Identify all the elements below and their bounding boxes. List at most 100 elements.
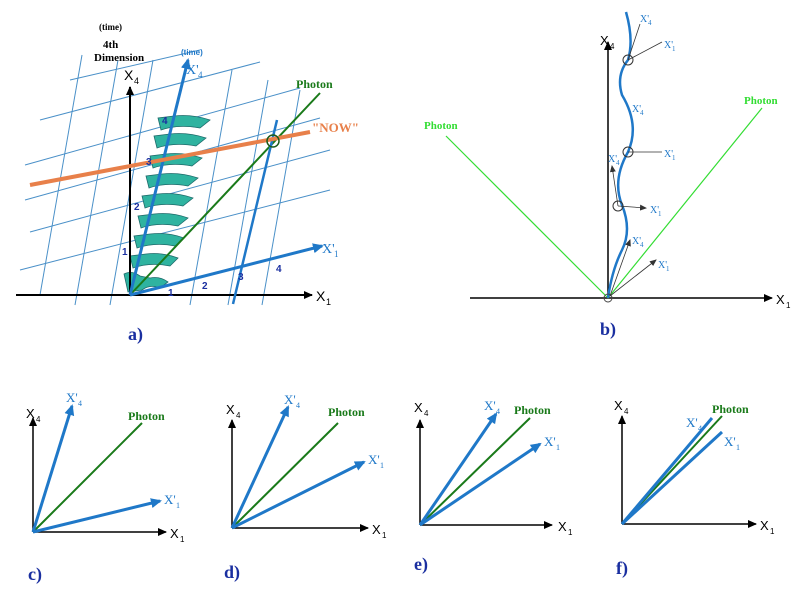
x1-label-b: X 1: [776, 292, 791, 310]
x1p-label-main: X': [322, 242, 335, 257]
x4p-label-f: X': [686, 415, 698, 430]
photon-label-d: Photon: [328, 405, 365, 419]
x4-prime-translated: [231, 119, 279, 305]
x1-label-a: X 1: [316, 288, 331, 307]
x1p-label-c: X': [164, 492, 176, 507]
photon-right-label: Photon: [744, 95, 778, 107]
x4-label-f: X: [614, 398, 623, 413]
photon-line-c: [32, 422, 143, 533]
frame-b2-x4p: X': [608, 154, 617, 165]
x1-label-d: X: [372, 522, 381, 537]
frame-b4-x1p: X': [664, 40, 673, 51]
photon-left-label: Photon: [424, 120, 458, 132]
photon-line-d: [231, 422, 339, 529]
x1p-sub-c: 1: [176, 501, 180, 510]
x1p-label-d: X': [368, 452, 380, 467]
tick-space-4: 4: [276, 264, 282, 275]
photon-label-e: Photon: [514, 403, 551, 417]
frame-b1-x4p: X': [632, 236, 641, 247]
tick-time-2: 2: [134, 202, 140, 213]
frame-b3-x1p: X': [664, 149, 673, 160]
x4p-label-c: X': [66, 390, 78, 405]
photon-line-e: [419, 417, 531, 526]
photon-right-line: [607, 107, 763, 299]
x4-label-e: X: [414, 400, 423, 415]
time-note: (time): [99, 22, 122, 32]
x1-label-c: X: [170, 526, 179, 541]
x1p-axis-e: [419, 442, 542, 527]
x4-label-b-main: X: [600, 33, 609, 48]
photon-line-a: [129, 92, 321, 296]
frame-b1-x4s: 4: [640, 241, 644, 249]
x4-label-b-sub: 4: [610, 42, 615, 51]
dimension-line2: Dimension: [94, 52, 144, 64]
x4-sub-f: 4: [624, 407, 629, 416]
tick-time-4: 4: [162, 116, 168, 127]
frame-b3-x1s: 1: [672, 154, 676, 162]
panel-letter-d: d): [224, 562, 240, 583]
x4-prime-axis-a: [128, 58, 191, 296]
panel-letter-a: a): [128, 324, 143, 345]
x4-label-sub: 4: [134, 76, 139, 86]
panel-c: X 4 X 1 X' 4 X' 1 Photon c): [26, 390, 185, 585]
x1-sub-f: 1: [770, 527, 775, 536]
tick-space-1: 1: [168, 288, 174, 299]
x4p-label-main: X': [186, 63, 199, 78]
origin-marker-b: [603, 293, 613, 303]
x1p-label-sub: 1: [334, 249, 339, 259]
tick-time-3: 3: [146, 157, 152, 168]
tick-time-1: 1: [122, 247, 128, 258]
x1p-label-a: X' 1: [322, 242, 339, 259]
event-marker-a: [266, 134, 280, 148]
photon-label-f: Photon: [712, 402, 749, 416]
x4p-label-sub: 4: [198, 70, 203, 80]
x4p-label-d: X': [284, 392, 296, 407]
frame-b4-x1s: 1: [672, 45, 676, 53]
x1-label-sub: 1: [326, 297, 331, 307]
x4-sub-e: 4: [424, 409, 429, 418]
x1p-label-f: X': [724, 434, 736, 449]
x4p-axis-f: [620, 417, 714, 525]
panel-e: X 4 X 1 X' 4 X' 1 Photon e): [414, 398, 573, 575]
ticks-space: 1 2 3 4: [168, 264, 282, 299]
x4p-sub-c: 4: [78, 399, 82, 408]
x4-label-b: X 4: [600, 33, 615, 51]
x1-label-f: X: [760, 518, 769, 533]
frame-b1-x1p: X': [658, 260, 667, 271]
x4-label-a: X 4: [124, 67, 139, 86]
frame-b2-x1p: X': [650, 205, 659, 216]
frame-b2-x4s: 4: [616, 159, 620, 167]
x1p-axis-f: [620, 430, 724, 526]
x1-label-b-sub: 1: [786, 301, 791, 310]
x4-sub-d: 4: [236, 411, 241, 420]
panel-letter-e: e): [414, 554, 428, 575]
x4p-time-note: (time): [181, 48, 203, 57]
x4p-axis-e: [418, 412, 498, 526]
frame-b3-x4p: X': [632, 104, 641, 115]
x4-label-main: X: [124, 67, 134, 83]
x1p-axis-d: [231, 460, 366, 530]
x4p-sub-f: 4: [698, 424, 702, 433]
x4-label-c: X: [26, 406, 35, 421]
frame-b4-x4s: 4: [648, 19, 652, 27]
x4-sub-c: 4: [36, 415, 41, 424]
photon-label-a: Photon: [296, 77, 333, 91]
panel-d: X 4 X 1 X' 4 X' 1 Photon d): [224, 392, 387, 583]
panel-a: 1 2 3 4 1 2 3 4 (time) 4th Dimension X 4…: [16, 22, 359, 345]
panel-f: X 4 X 1 X' 4 X' 1 Photon f): [614, 398, 775, 579]
photon-label-c: Photon: [128, 409, 165, 423]
x1-sub-e: 1: [568, 528, 573, 537]
x1-label-main: X: [316, 288, 326, 304]
x1-sub-d: 1: [382, 531, 387, 540]
x1-sub-c: 1: [180, 535, 185, 544]
x1p-sub-e: 1: [556, 443, 560, 452]
panel-letter-c: c): [28, 564, 42, 585]
now-line: [29, 130, 311, 187]
tick-space-3: 3: [238, 272, 244, 283]
x4-label-d: X: [226, 402, 235, 417]
ticks-time: 1 2 3 4: [122, 116, 168, 258]
panel-letter-b: b): [600, 319, 616, 340]
x4p-label-e: X': [484, 398, 496, 413]
panel-letter-f: f): [616, 558, 628, 579]
x4p-label-a: X' 4: [186, 63, 203, 80]
